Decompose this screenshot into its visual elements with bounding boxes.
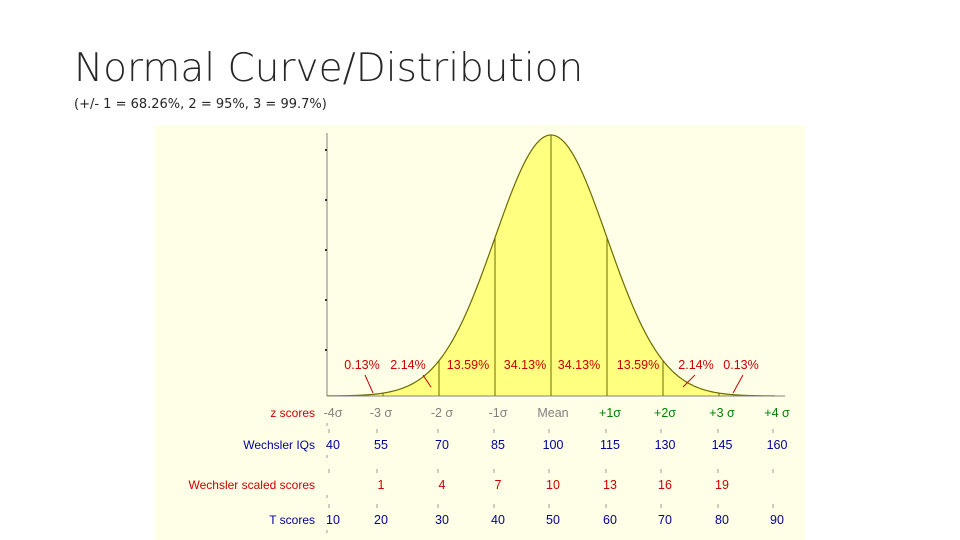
scale-value: +2σ	[654, 406, 676, 420]
scale-value: 70	[435, 438, 449, 452]
scale-value: 145	[712, 438, 733, 452]
percent-arrow	[732, 374, 744, 394]
scale-value: 20	[374, 513, 388, 527]
percent-arrow	[682, 374, 696, 388]
scale-value: -4σ	[324, 406, 343, 420]
scale-value: +1σ	[599, 406, 621, 420]
scale-value: 90	[770, 513, 784, 527]
percent-arrow	[422, 374, 432, 388]
percent-label: 2.14%	[390, 358, 425, 372]
scale-value: 10	[546, 478, 560, 492]
scale-value: 100	[543, 438, 564, 452]
normal-curve-chart: 0.13% 2.14% 13.59% 34.13% 34.13% 13.59% 2.14% 0…	[155, 125, 805, 540]
scale-value: 115	[600, 438, 620, 452]
scale-value: 1	[378, 478, 385, 492]
slide-title: Normal Curve/Distribution	[74, 46, 584, 91]
scale-value: 16	[658, 478, 672, 492]
scale-value: 19	[715, 478, 729, 492]
scale-value: 50	[546, 513, 560, 527]
curve-layer	[325, 133, 785, 397]
scale-value: 85	[491, 438, 505, 452]
scale-value: Mean	[537, 406, 568, 420]
score-scales: z scores -4σ -3 σ -2 σ -1σ Mean +1σ +2σ +3 σ +4 σ…	[189, 406, 790, 533]
scale-label: Wechsler IQs	[243, 438, 315, 452]
slide-subtitle: (+/- 1 = 68.26%, 2 = 95%, 3 = 99.7%)	[74, 97, 327, 112]
percent-arrow	[364, 374, 374, 394]
percent-label: 13.59%	[447, 358, 489, 372]
percent-label: 34.13%	[504, 358, 546, 372]
percent-label: 0.13%	[344, 358, 379, 372]
scale-value: -1σ	[489, 406, 508, 420]
scale-value: 7	[495, 478, 502, 492]
scale-label: T scores	[269, 513, 315, 527]
scale-value: 10	[326, 513, 340, 527]
scale-value: 80	[715, 513, 729, 527]
percent-label: 34.13%	[558, 358, 600, 372]
percent-label: 13.59%	[617, 358, 659, 372]
scale-value: 13	[603, 478, 617, 492]
percent-label: 2.14%	[678, 358, 713, 372]
scale-label: z scores	[270, 406, 315, 420]
scale-value: -3 σ	[370, 406, 393, 420]
scale-value: 55	[374, 438, 388, 452]
scale-value: 30	[435, 513, 449, 527]
curve-line	[327, 134, 775, 397]
scale-value: +4 σ	[764, 406, 790, 420]
scale-value: 160	[767, 438, 788, 452]
scale-value: 40	[326, 438, 340, 452]
percent-labels: 0.13% 2.14% 13.59% 34.13% 34.13% 13.59% 2.14% 0…	[344, 358, 759, 394]
scale-value: 4	[439, 478, 446, 492]
scale-value: 40	[491, 513, 505, 527]
scale-label: Wechsler scaled scores	[189, 478, 316, 492]
scale-value: +3 σ	[709, 406, 735, 420]
scale-value: 70	[658, 513, 672, 527]
scale-value: 130	[655, 438, 676, 452]
percent-label: 0.13%	[723, 358, 758, 372]
scale-value: 60	[603, 513, 617, 527]
scale-value: -2 σ	[431, 406, 454, 420]
